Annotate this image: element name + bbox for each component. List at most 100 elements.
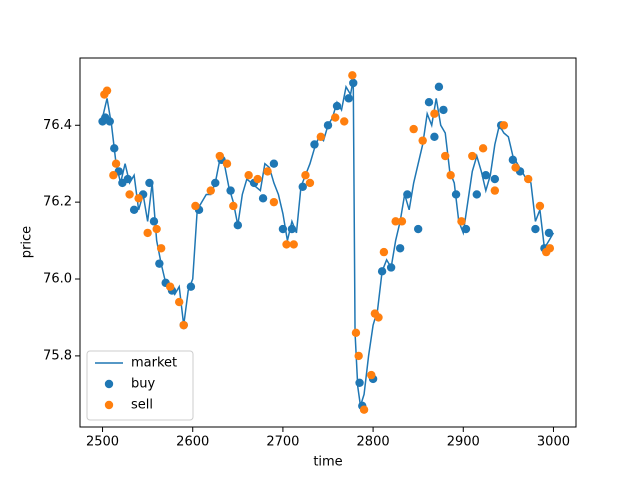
scatter-point [179, 320, 188, 330]
scatter-point [457, 217, 466, 226]
scatter-point [478, 144, 488, 153]
y-tick-label: 76.2 [43, 195, 72, 210]
scatter-point [468, 151, 477, 161]
scatter-point [244, 171, 253, 180]
legend-swatch [104, 379, 114, 389]
scatter-point [481, 171, 491, 180]
scatter-point [211, 178, 220, 188]
axes-frame [79, 57, 577, 428]
scatter-point [134, 194, 143, 203]
scatter-point [544, 228, 554, 238]
scatter-point [354, 351, 363, 361]
scatter-point [156, 244, 166, 253]
scatter-point [348, 71, 357, 80]
scatter-point [391, 217, 400, 226]
scatter-point [424, 98, 434, 107]
scatter-point [301, 171, 310, 180]
scatter-point [439, 105, 448, 115]
scatter-point [418, 136, 427, 145]
scatter-point [340, 117, 349, 126]
x-axis-label: time [313, 455, 342, 470]
scatter-point [175, 297, 184, 307]
scatter-point [123, 174, 132, 184]
scatter-point [282, 240, 291, 249]
scatter-point [323, 121, 333, 130]
scatter-point [434, 82, 444, 92]
scatter-point [226, 186, 235, 195]
scatter-point [545, 244, 555, 253]
scatter-point [109, 171, 118, 180]
scatter-point [186, 282, 196, 291]
legend-box [86, 350, 194, 421]
scatter-point [110, 144, 119, 153]
scatter-point [269, 159, 279, 168]
plot-area [98, 71, 555, 414]
scatter-point [165, 282, 175, 291]
scatter-point [305, 178, 315, 188]
y-axis-label: price [20, 226, 35, 258]
scatter-point [524, 174, 533, 184]
scatter-point [149, 217, 159, 226]
scatter-point [332, 101, 342, 111]
legend-label: market [131, 356, 177, 371]
scatter-point [111, 159, 121, 168]
scatter-point [233, 221, 243, 230]
scatter-point [461, 224, 471, 234]
scatter-point [191, 201, 200, 211]
scatter-point [298, 182, 307, 191]
scatter-point [441, 151, 450, 161]
scatter-point [531, 224, 540, 234]
scatter-point [310, 140, 319, 149]
scatter-point [155, 259, 164, 268]
scatter-point [446, 171, 455, 180]
scatter-point [145, 178, 154, 188]
y-tick-label: 75.8 [43, 348, 72, 363]
x-tick-label: 2800 [357, 435, 390, 450]
scatter-point [395, 244, 405, 253]
scatter-point [269, 197, 279, 207]
scatter-point [374, 313, 383, 322]
scatter-point [125, 190, 134, 199]
scatter-point [397, 217, 407, 226]
scatter-point [351, 328, 361, 338]
scatter-point [253, 174, 262, 184]
scatter-point [316, 132, 325, 141]
y-tick-label: 76.0 [43, 272, 72, 287]
scatter-point [349, 78, 358, 88]
scatter-point [331, 113, 340, 122]
legend-swatch [104, 400, 114, 410]
scatter-point [413, 224, 423, 234]
x-tick-label: 2700 [266, 435, 299, 450]
scatter-point [377, 267, 387, 276]
scatter-point [102, 86, 112, 95]
scatter-point [206, 186, 215, 195]
scatter-point [143, 228, 152, 238]
scatter-point [105, 117, 114, 126]
scatter-point [258, 194, 268, 203]
x-tick-label: 3000 [537, 435, 570, 450]
scatter-point [403, 190, 412, 199]
x-tick-label: 2900 [447, 435, 480, 450]
scatter-point [215, 151, 224, 161]
scatter-point [359, 405, 369, 414]
scatter-point [409, 124, 418, 134]
scatter-point [508, 155, 518, 165]
scatter-point [344, 94, 353, 103]
scatter-point [386, 263, 396, 272]
scatter-point [511, 163, 520, 172]
scatter-point [472, 190, 481, 199]
scatter-point [490, 186, 500, 195]
scatter-point [263, 167, 272, 176]
scatter-point [430, 132, 439, 141]
scatter-point [287, 224, 297, 234]
y-tick-label: 76.4 [43, 118, 72, 133]
scatter-point [129, 205, 139, 215]
scatter-point [152, 224, 161, 234]
scatter-point [535, 201, 545, 211]
scatter-point [367, 370, 376, 380]
scatter-point [379, 247, 389, 257]
scatter-point [430, 109, 439, 118]
scatter-point [490, 174, 500, 184]
legend-label: sell [131, 398, 153, 413]
